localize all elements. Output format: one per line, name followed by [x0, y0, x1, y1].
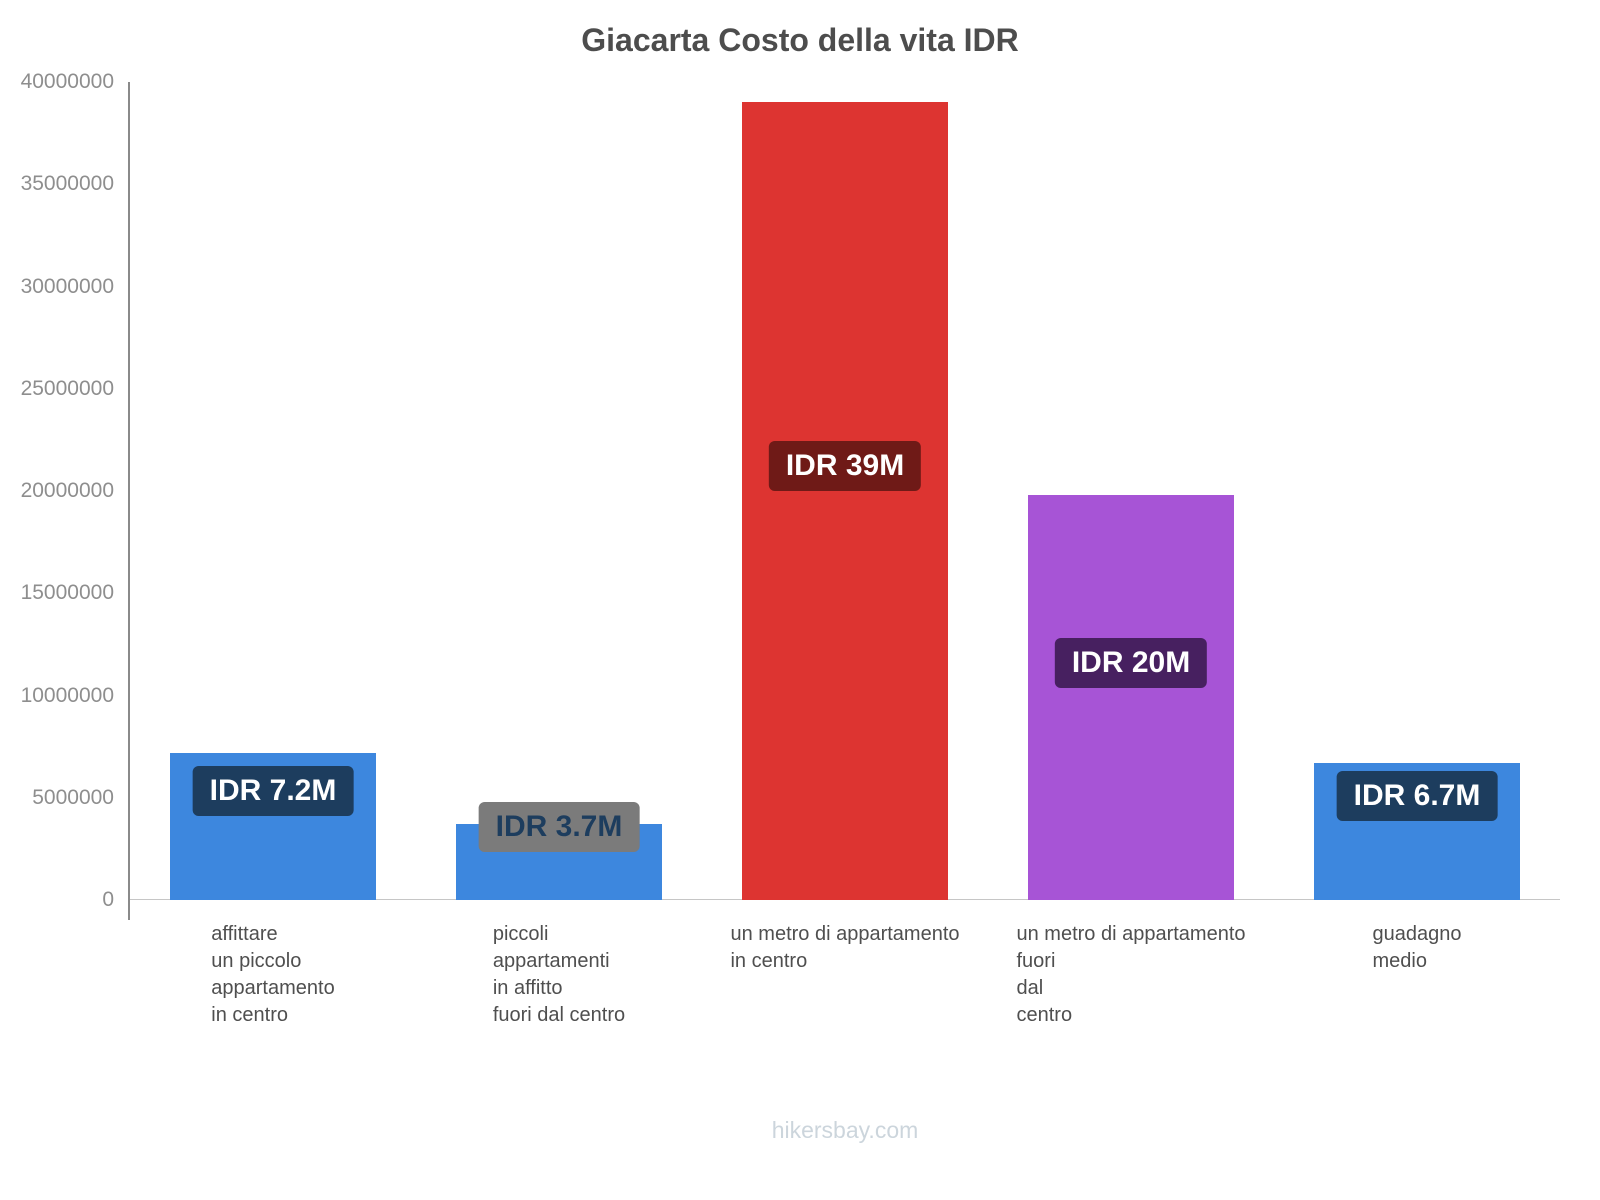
x-category-slot-2: piccoli appartamenti in affitto fuori da… — [416, 921, 702, 1029]
y-tick-label: 30000000 — [20, 274, 114, 298]
y-tick-label: 15000000 — [20, 581, 114, 605]
y-axis-labels: 0 5000000 10000000 15000000 20000000 25000000… — [0, 70, 114, 911]
x-category-slot-4: un metro di appartamento fuori dal centr… — [988, 921, 1274, 1029]
x-category-slot-5: guadagno medio — [1274, 921, 1560, 975]
x-category-label-3: un metro di appartamento in centro — [730, 923, 960, 972]
chart-title: Giacarta Costo della vita IDR — [581, 22, 1019, 58]
value-label-5: IDR 6.7M — [1336, 771, 1498, 822]
value-label-4: IDR 20M — [1054, 637, 1208, 688]
bar-3 — [742, 102, 948, 900]
y-tick-label: 10000000 — [20, 683, 114, 707]
y-tick-label: 25000000 — [20, 376, 114, 400]
x-category-label-1: affittare un piccolo appartamento in cen… — [211, 923, 335, 1026]
x-category-label-2: piccoli appartamenti in affitto fuori da… — [492, 923, 626, 1026]
x-axis-labels: affittare un piccolo appartamento in cen… — [130, 921, 1560, 1051]
plot-area: IDR 7.2M IDR 3.7M IDR 39M IDR 20M IDR 6.7M — [130, 82, 1560, 900]
value-label-2: IDR 3.7M — [478, 802, 640, 853]
value-label-1: IDR 7.2M — [192, 766, 354, 817]
y-tick-label: 0 — [102, 888, 114, 911]
y-tick-label: 20000000 — [20, 479, 114, 502]
y-tick-label: 5000000 — [32, 785, 114, 809]
bar-4 — [1028, 495, 1234, 900]
x-category-label-5: guadagno medio — [1372, 923, 1462, 972]
x-category-label-4: un metro di appartamento fuori dal centr… — [1016, 923, 1246, 1026]
watermark: hikersbay.com — [771, 1117, 919, 1143]
y-tick-label: 40000000 — [20, 70, 114, 93]
y-tick-label: 35000000 — [20, 172, 114, 196]
x-category-slot-3: un metro di appartamento in centro — [702, 921, 988, 975]
value-label-3: IDR 39M — [768, 441, 922, 492]
x-category-slot-1: affittare un piccolo appartamento in cen… — [130, 921, 416, 1029]
y-axis-line — [128, 82, 130, 920]
